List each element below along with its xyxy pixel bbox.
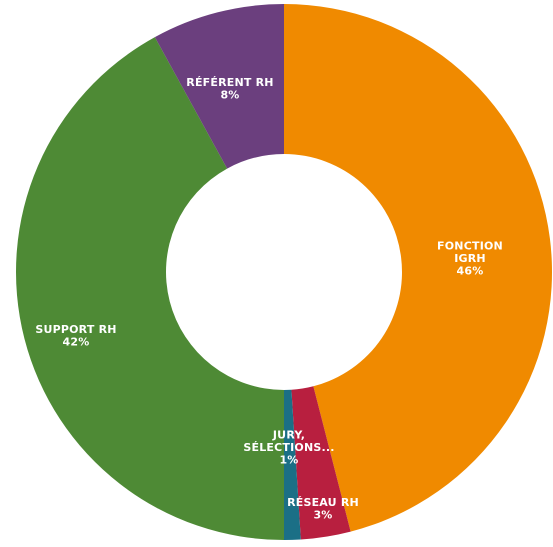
slice-value-label: 46%: [457, 265, 484, 278]
slice-value-label: 3%: [313, 508, 332, 521]
slice-name-label: FONCTION: [437, 240, 503, 253]
slice-label: JURY, SÉLECTIONS... 1%: [243, 429, 334, 467]
slice-value-label: 42%: [63, 335, 90, 348]
slice-name-label: RÉFÉRENT RH: [186, 76, 273, 89]
slice-value-label: 1%: [279, 454, 298, 467]
slice-name-label: SÉLECTIONS...: [243, 441, 334, 454]
donut-slice: [284, 389, 301, 540]
slice-name-label: JURY,: [272, 429, 305, 442]
donut-slice: [284, 4, 552, 532]
slice-name-label: IGRH: [454, 252, 486, 265]
slice-value-label: 8%: [220, 88, 239, 101]
donut-slice: [16, 37, 284, 540]
slice-name-label: RÉSEAU RH: [287, 496, 359, 509]
slice-label: RÉSEAU RH 3%: [287, 496, 359, 522]
donut-slices: [16, 4, 552, 540]
donut-labels: FONCTION IGRH 46% RÉSEAU RH 3% JURY, SÉLECTION…: [35, 76, 503, 522]
slice-label: SUPPORT RH 42%: [35, 323, 116, 349]
slice-label: FONCTION IGRH 46%: [437, 240, 503, 278]
slice-label: RÉFÉRENT RH 8%: [186, 76, 273, 102]
donut-slice: [154, 4, 284, 169]
donut-slice: [291, 386, 351, 540]
slice-name-label: SUPPORT RH: [35, 323, 116, 336]
